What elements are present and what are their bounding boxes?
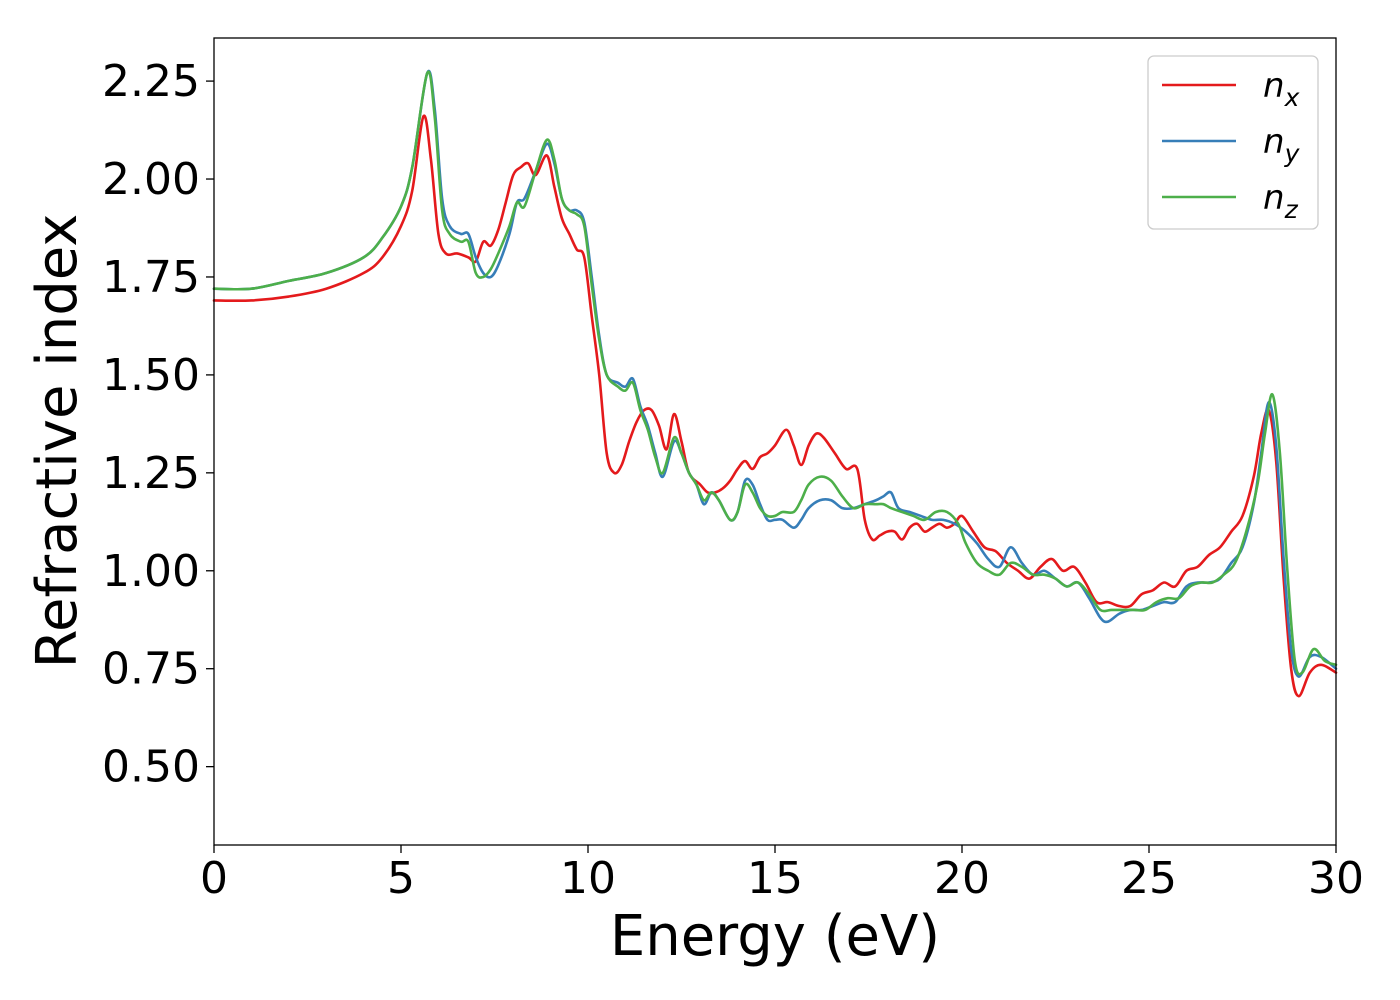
x-tick-label: 25 bbox=[1121, 853, 1177, 904]
series-layer bbox=[212, 69, 1338, 698]
x-tick-label: 10 bbox=[560, 853, 616, 904]
y-axis-label: Refractive index bbox=[25, 214, 90, 669]
series-line-nx bbox=[212, 114, 1338, 698]
y-tick-label: 1.25 bbox=[102, 448, 200, 499]
y-axis: 0.50 0.75 1.00 1.25 1.50 1.75 2.00 2.25 bbox=[102, 56, 214, 793]
y-tick-label: 1.50 bbox=[102, 350, 200, 401]
x-tick-label: 15 bbox=[747, 853, 803, 904]
y-tick-label: 2.25 bbox=[102, 56, 200, 107]
series-line-ny bbox=[212, 69, 1338, 678]
legend-box bbox=[1147, 55, 1319, 230]
y-tick-label: 1.75 bbox=[102, 252, 200, 303]
x-tick-label: 5 bbox=[387, 853, 415, 904]
y-tick-label: 1.00 bbox=[102, 546, 200, 597]
y-tick-label: 0.50 bbox=[102, 742, 200, 793]
series-line-nz bbox=[212, 70, 1338, 676]
x-axis-label: Energy (eV) bbox=[610, 904, 940, 969]
x-tick-label: 0 bbox=[200, 853, 228, 904]
x-tick-label: 20 bbox=[934, 853, 990, 904]
x-axis: 0 5 10 15 20 25 30 bbox=[200, 845, 1364, 904]
x-tick-label: 30 bbox=[1308, 853, 1364, 904]
legend-label-ny: ny bbox=[1263, 122, 1301, 168]
y-tick-label: 0.75 bbox=[102, 644, 200, 695]
y-tick-label: 2.00 bbox=[102, 154, 200, 205]
